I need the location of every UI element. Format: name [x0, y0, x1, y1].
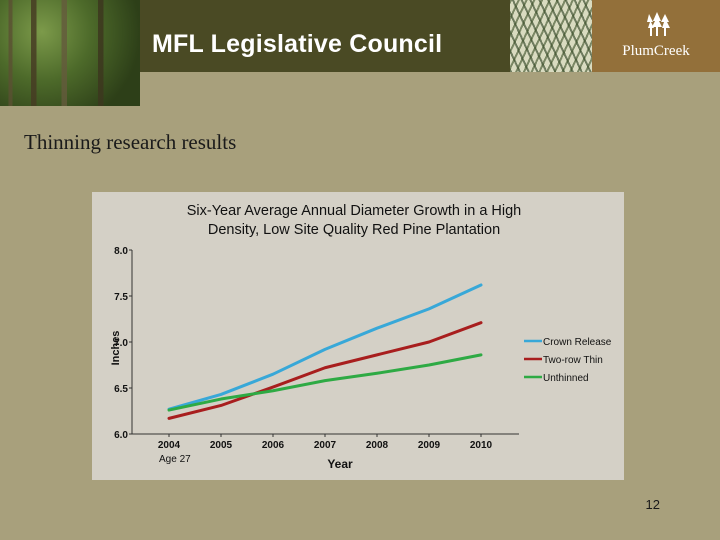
y-axis-label: Inches — [110, 331, 122, 366]
x-tick-label: 2005 — [210, 440, 233, 451]
logo-text: PlumCreek — [622, 43, 690, 59]
pine-photo — [510, 0, 592, 72]
y-tick-label: 8.0 — [114, 246, 128, 257]
y-tick-label: 7.5 — [114, 292, 128, 303]
series-line-two-row-thin — [167, 321, 483, 420]
x-axis-label: Year — [327, 457, 353, 471]
slide-title: MFL Legislative Council — [152, 30, 443, 58]
legend-label: Unthinned — [543, 373, 589, 384]
chart-legend: Crown Release Two-row Thin Unthinned — [524, 337, 612, 384]
y-tick-label: 7.0 — [114, 338, 128, 349]
page-number: 12 — [645, 497, 660, 512]
x-tick-label: 2004 — [158, 440, 181, 451]
series-line-unthinned — [167, 353, 483, 412]
title-bar — [140, 0, 510, 72]
chart-axes: 6.0 6.5 7.0 7.5 8.0 2004 2005 2006 2007 2008 2009 2… — [114, 246, 519, 451]
y-tick-label: 6.0 — [114, 430, 128, 441]
x-axis-note: Age 27 — [159, 454, 191, 465]
chart-title-line2: Density, Low Site Quality Red Pine Plant… — [208, 222, 500, 238]
slide-subtitle: Thinning research results — [24, 130, 237, 154]
chart-series — [167, 283, 483, 420]
y-tick-label: 6.5 — [114, 384, 128, 395]
x-tick-label: 2009 — [418, 440, 441, 451]
chart-panel: Six-Year Average Annual Diameter Growth … — [92, 192, 624, 480]
legend-label: Two-row Thin — [543, 355, 603, 366]
line-chart: Six-Year Average Annual Diameter Growth … — [110, 203, 612, 471]
x-tick-label: 2008 — [366, 440, 389, 451]
tree-icon — [647, 12, 670, 36]
forest-photo — [0, 0, 140, 106]
chart-title-line1: Six-Year Average Annual Diameter Growth … — [187, 203, 522, 219]
legend-label: Crown Release — [543, 337, 612, 348]
x-tick-label: 2006 — [262, 440, 285, 451]
series-line-crown-release — [167, 283, 483, 411]
x-tick-label: 2010 — [470, 440, 493, 451]
x-tick-label: 2007 — [314, 440, 337, 451]
